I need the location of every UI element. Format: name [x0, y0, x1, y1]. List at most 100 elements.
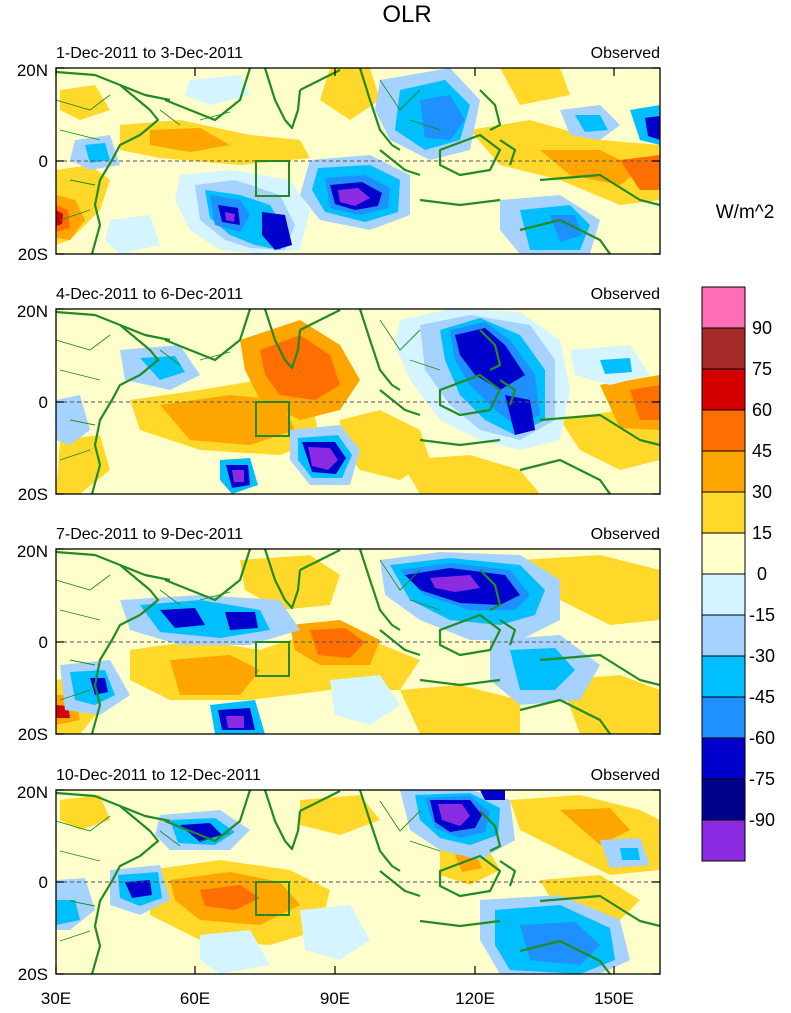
lon-axis-labels: 30E 60E 90E 120E 150E	[41, 989, 634, 1008]
panel-4-india-coast	[263, 790, 302, 851]
colorbar-swatch	[701, 655, 746, 698]
panel-4-anomaly-shape	[125, 880, 152, 898]
colorbar-swatch	[701, 573, 746, 616]
panel-4-anomaly-shape	[480, 790, 505, 800]
panel-1-anomaly-shape	[262, 212, 292, 250]
panel-1-anomaly-shape	[645, 116, 660, 140]
panel-2-coastlines	[56, 309, 660, 494]
panel-1-anomaly-shape	[575, 115, 608, 132]
panel-1-coastlines	[56, 68, 660, 254]
panel-1-anomaly-shape	[150, 128, 230, 152]
colorbar-swatch	[701, 450, 746, 493]
panel-1-india-coast	[263, 68, 302, 130]
colorbar-label: 75	[752, 359, 772, 379]
lon-label-90e: 90E	[320, 989, 350, 1008]
panel-3-anomaly-shape	[430, 575, 480, 592]
panel-2-anomaly-shape	[140, 356, 185, 380]
colorbar-swatch	[701, 491, 746, 534]
panel-4-coastlines	[56, 790, 660, 974]
panel-3-region-box	[255, 641, 290, 677]
panel-4-label: Observed	[591, 767, 660, 784]
panel-3-borneo-coast	[438, 613, 502, 657]
panel-1-anomaly-shape	[500, 68, 570, 105]
panel-1-bay-coast	[299, 69, 341, 91]
panel-3-anomaly-shape	[160, 608, 205, 628]
panel-1-anomaly-shape	[60, 85, 110, 120]
panel-4-borders	[56, 800, 441, 942]
map-panel-1: 1-Dec-2011 to 3-Dec-2011 Observed	[55, 45, 661, 255]
panel-2-bay-coast	[299, 309, 341, 331]
panel-4-anomaly-shape	[438, 804, 470, 826]
panel-4-newguinea-coast	[539, 894, 660, 928]
panel-4-anomaly-shape	[300, 905, 370, 960]
panel-1-lat-0: 0	[39, 152, 48, 171]
panel-4-lat-20n: 20N	[17, 783, 48, 802]
panel-2-period: 4-Dec-2011 to 6-Dec-2011	[56, 286, 243, 303]
panel-2-lat-20n: 20N	[17, 302, 48, 321]
panel-1-anomaly-shape	[225, 212, 235, 222]
panel-4-africa-coast	[56, 791, 160, 974]
panel-2-anomaly-shape	[505, 395, 535, 435]
panel-2-philippines-coast	[479, 329, 502, 371]
panel-3-anomaly-shape	[520, 555, 660, 625]
panel-4-australia-coast	[519, 939, 611, 974]
panel-4-borneo-coast	[438, 854, 502, 898]
panel-2-anomaly-shape	[56, 395, 90, 445]
panel-2-anomaly-shape	[232, 470, 244, 482]
lon-label-30e: 30E	[41, 989, 71, 1008]
colorbar-label: -30	[749, 646, 775, 666]
panel-2-field	[56, 309, 660, 494]
colorbar-swatch	[701, 409, 746, 452]
colorbar-label: -45	[749, 687, 775, 707]
panel-3-sulawesi-coast	[499, 619, 517, 646]
panel-2-sulawesi-coast	[499, 379, 517, 406]
panel-2-label: Observed	[591, 286, 660, 303]
colorbar-swatch	[701, 532, 746, 575]
lon-label-120e: 120E	[455, 989, 495, 1008]
colorbar-label: 45	[752, 441, 772, 461]
colorbar: 90 75 60 45 30 15 0 -15 -30 -45 -60 -75 -90	[701, 286, 775, 862]
panel-3-anomaly-shape	[225, 612, 258, 630]
panel-1-lat-20n: 20N	[17, 61, 48, 80]
panel-3-anomaly-shape	[330, 675, 400, 725]
lon-label-150e: 150E	[594, 989, 634, 1008]
panel-4-redsea-coast	[119, 804, 171, 823]
panel-2-anomaly-shape	[400, 455, 540, 494]
panel-1-field	[56, 68, 660, 254]
panel-3-anomaly-shape	[310, 628, 365, 658]
panel-2-australia-coast	[519, 458, 611, 494]
panel-1-java-coast	[419, 198, 501, 207]
panel-3-sumatra-coast	[379, 629, 421, 657]
panel-4-philippines-coast	[479, 810, 502, 852]
map-panel-3: 7-Dec-2011 to 9-Dec-2011 Observed	[55, 526, 661, 735]
panel-1-sumatra-coast	[379, 149, 421, 177]
panel-4-anomaly-shape	[620, 848, 640, 860]
colorbar-label: -90	[749, 810, 775, 830]
panel-3-lat-20s: 20S	[18, 725, 48, 744]
panel-4-field	[56, 790, 660, 974]
panel-3-anomaly-shape	[240, 555, 340, 610]
panel-3-java-coast	[419, 678, 501, 687]
panel-3-india-coast	[263, 549, 302, 610]
axis-ticks	[55, 67, 660, 975]
panel-2-sumatra-coast	[379, 389, 421, 417]
panel-2-newguinea-coast	[539, 413, 660, 447]
panel-1-africa-coast	[56, 70, 160, 254]
panel-3-lat-20n: 20N	[17, 542, 48, 561]
panel-4-sulawesi-coast	[499, 860, 517, 887]
panel-4-arabia-coast	[164, 790, 252, 843]
panel-3-label: Observed	[591, 526, 660, 543]
colorbar-swatch	[701, 368, 746, 411]
panel-4-bay-coast	[299, 790, 341, 812]
panel-2-borders	[56, 319, 441, 461]
panel-4-lat-20s: 20S	[18, 965, 48, 984]
lat-axis-labels: 20N 0 20S 20N 0 20S 20N 0 20S 20N 0 20S	[17, 61, 48, 984]
panel-4-anomaly-shape	[200, 885, 260, 910]
panel-2-anomaly-shape	[308, 447, 338, 470]
panel-3-borders	[56, 559, 441, 701]
panel-1-anomaly-shape	[85, 143, 110, 163]
panel-4-anomaly-shape	[60, 795, 110, 830]
panel-4-malay-coast	[358, 790, 401, 872]
panel-1-anomaly-shape	[185, 75, 250, 105]
panel-3-anomaly-shape	[400, 685, 520, 734]
